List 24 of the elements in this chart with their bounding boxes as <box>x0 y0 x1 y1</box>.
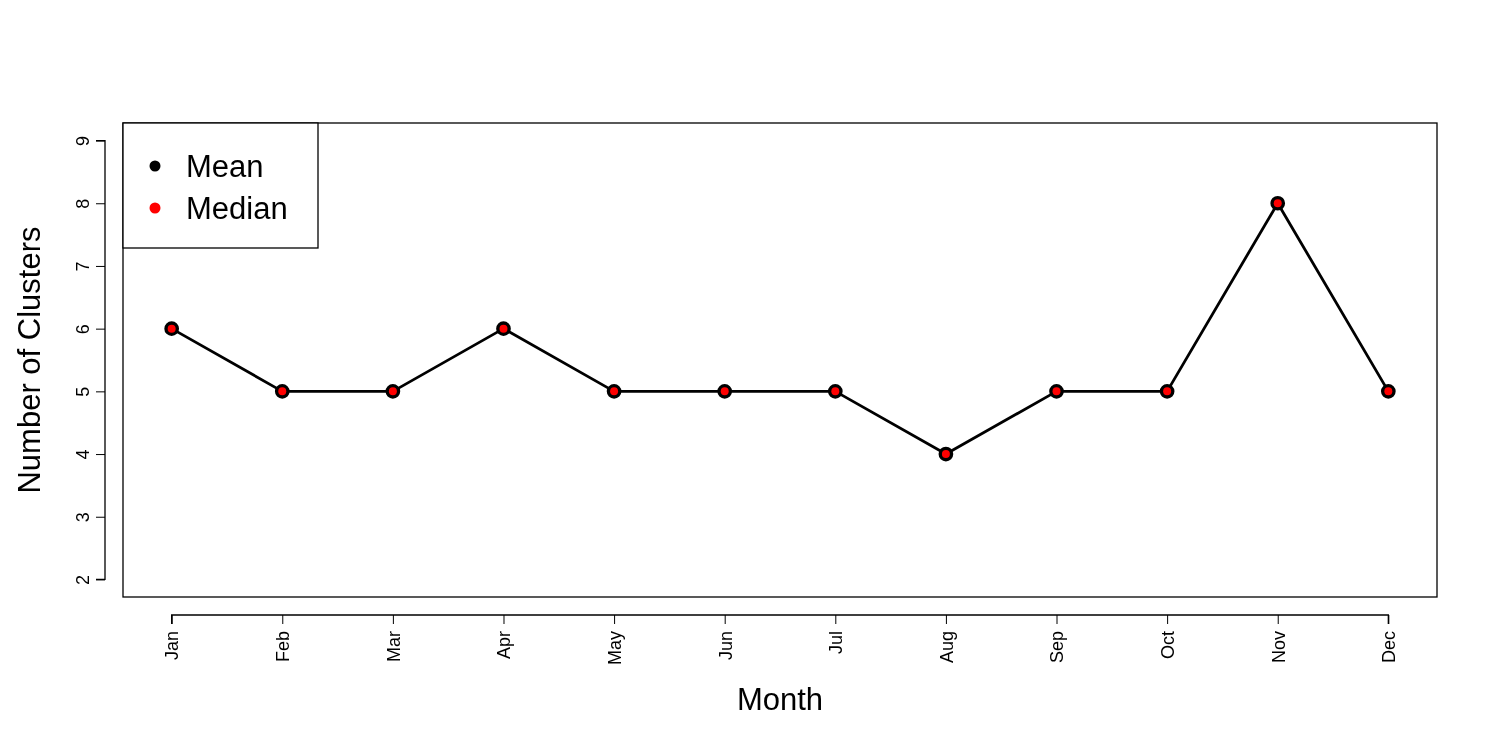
x-tick-label: Feb <box>273 631 294 663</box>
y-axis-title: Number of Clusters <box>12 226 47 494</box>
x-tick-label: May <box>604 631 625 666</box>
x-tick-label: Sep <box>1047 631 1068 664</box>
legend-label: Mean <box>186 148 264 184</box>
x-tick-label: Jul <box>826 631 847 655</box>
y-tick-label: 2 <box>73 574 93 585</box>
x-tick-label: Nov <box>1268 631 1289 664</box>
y-tick-label: 8 <box>73 198 93 209</box>
legend-label: Median <box>186 190 288 226</box>
x-tick-label: Oct <box>1157 631 1178 660</box>
x-tick-label: Jun <box>715 631 736 661</box>
x-tick-label: Apr <box>494 631 515 660</box>
y-tick-label: 7 <box>73 261 93 272</box>
x-axis-title: Month <box>736 682 824 717</box>
x-tick-label: Mar <box>383 631 404 662</box>
y-tick-label: 5 <box>73 386 93 397</box>
y-tick-label: 3 <box>73 512 93 523</box>
y-tick-label: 4 <box>73 449 93 460</box>
y-tick-label: 9 <box>73 136 93 147</box>
y-tick-label: 6 <box>73 324 93 335</box>
x-tick-label: Dec <box>1379 631 1400 664</box>
x-tick-label: Aug <box>936 631 957 664</box>
x-tick-label: Jan <box>162 631 183 661</box>
